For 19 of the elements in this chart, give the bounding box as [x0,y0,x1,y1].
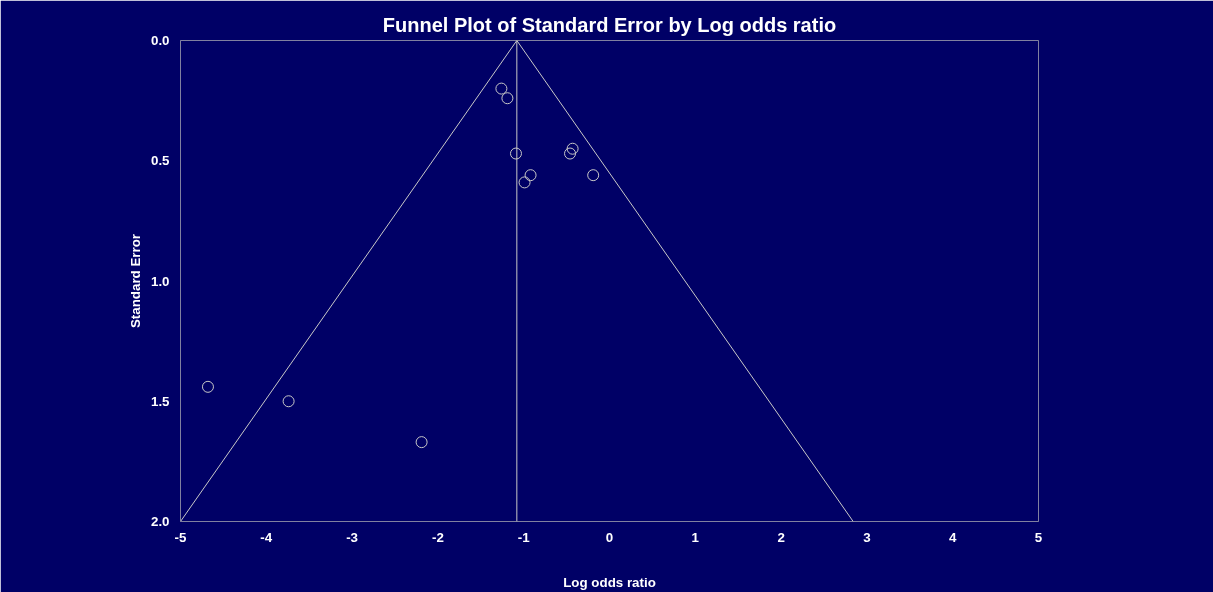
x-tick-label: 0 [605,529,614,545]
x-tick-label: -2 [431,529,444,545]
x-tick-label: -3 [346,529,359,545]
y-tick-label: 0.0 [150,33,170,48]
y-tick-label: 1.5 [150,393,171,409]
y-tick-label: 0.5 [150,153,171,169]
y-tick-label: 2.0 [150,514,170,529]
x-tick-label: -4 [260,529,273,545]
chart-title: Funnel Plot of Standard Error by Log odds ratio [382,13,837,36]
x-axis-title: Log odds ratio [563,574,656,590]
x-tick-label: 4 [948,529,957,545]
x-tick-label: 3 [863,529,871,545]
x-tick-label: -1 [517,529,531,545]
x-tick-label: 1 [691,529,700,545]
x-tick-label: 2 [777,529,785,545]
y-tick-label: 1.0 [150,273,170,289]
x-tick-label: -5 [174,529,188,545]
y-axis-title: Standard Error [127,233,143,329]
x-tick-label: 5 [1034,529,1043,545]
